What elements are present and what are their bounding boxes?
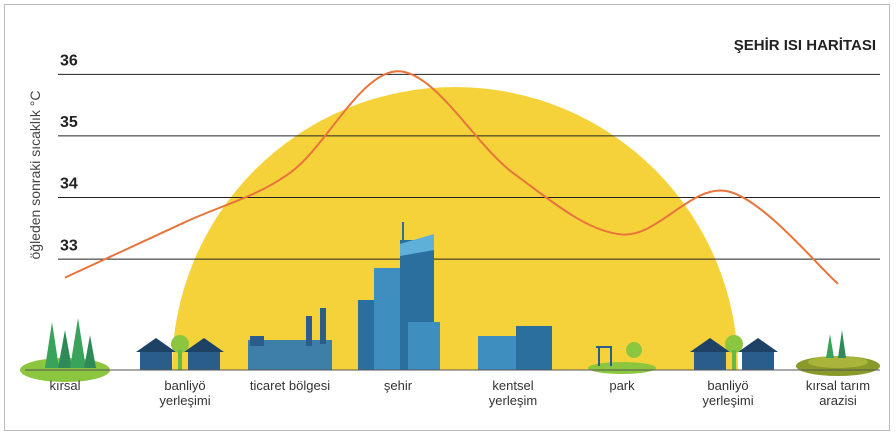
x-tick-label: kırsal bbox=[49, 378, 81, 393]
apartments bbox=[478, 326, 552, 370]
y-tick-label: 34 bbox=[60, 176, 78, 193]
forest bbox=[20, 318, 110, 382]
skyscrapers bbox=[358, 222, 440, 370]
park bbox=[588, 342, 656, 374]
x-tick-label: park bbox=[609, 378, 635, 393]
x-tick-label: kentsel yerleşim bbox=[488, 378, 538, 408]
line bbox=[64, 70, 839, 285]
x-tick-label: banliyö yerleşimi bbox=[159, 378, 211, 408]
farmland bbox=[796, 330, 880, 376]
houses bbox=[136, 335, 778, 370]
factory bbox=[248, 308, 332, 370]
x-tick-label: ticaret bölgesi bbox=[249, 378, 331, 393]
chart-title: ŞEHİR ISI HARİTASI bbox=[734, 37, 876, 54]
x-tick-label: banliyö yerleşimi bbox=[702, 378, 754, 408]
y-axis-label: öğleden sonraki sıcaklık °C bbox=[27, 90, 43, 259]
x-tick-label: kırsal tarım arazisi bbox=[805, 378, 871, 408]
sun bbox=[172, 87, 738, 370]
frame bbox=[4, 4, 890, 431]
y-tick-label: 35 bbox=[60, 114, 78, 131]
y-tick-label: 33 bbox=[60, 237, 78, 254]
x-tick-label: şehir bbox=[383, 378, 413, 393]
y-tick-label: 36 bbox=[60, 53, 78, 70]
illustrations bbox=[20, 222, 880, 382]
